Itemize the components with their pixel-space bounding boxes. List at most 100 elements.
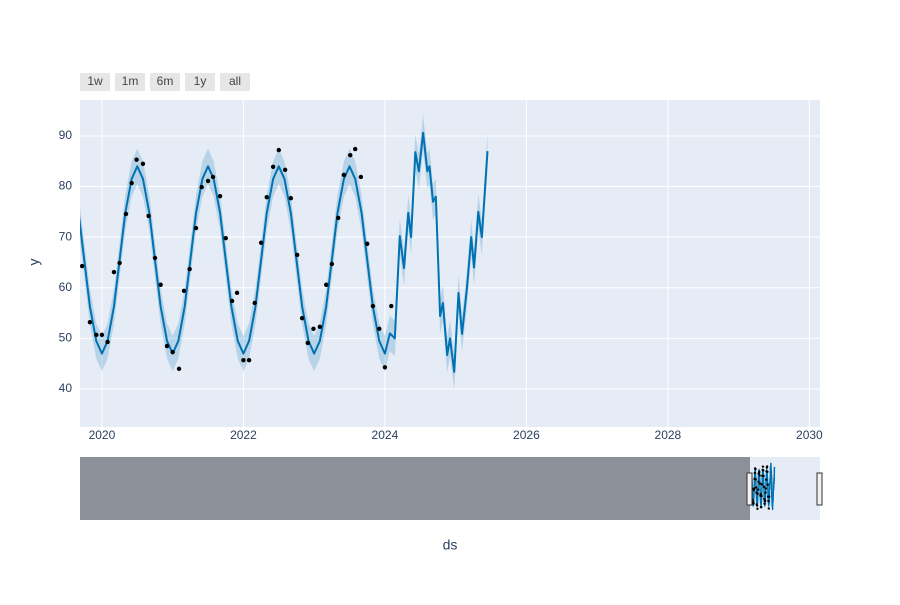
ticks: 40 50 60 70 80 90 2020 2022 2024 2026 2028 2030 xyxy=(59,128,823,442)
observed-point xyxy=(176,366,182,371)
observed-point xyxy=(146,213,151,219)
observed-point xyxy=(761,465,765,468)
data-layer xyxy=(80,115,489,390)
observed-point xyxy=(134,157,139,162)
observed-point xyxy=(762,469,765,472)
x-tick-label: 2026 xyxy=(513,428,540,442)
observed-point xyxy=(305,340,311,346)
range-button-label[interactable]: 1y xyxy=(194,74,207,88)
range-buttons: 1w 1m 6m 1y all xyxy=(80,73,250,91)
observed-point xyxy=(294,252,300,258)
observed-point xyxy=(353,146,358,152)
x-axis-title: ds xyxy=(443,537,458,553)
y-tick-label: 40 xyxy=(59,381,73,395)
range-button-bg[interactable] xyxy=(185,73,215,91)
observed-point xyxy=(762,485,766,489)
y-tick-label: 60 xyxy=(59,280,73,294)
observed-point xyxy=(765,478,768,481)
observed-point xyxy=(276,147,281,153)
observed-point xyxy=(299,315,305,321)
observed-point xyxy=(389,303,394,309)
range-button[interactable]: all xyxy=(220,73,250,91)
observed-point xyxy=(258,240,264,245)
range-button-bg[interactable] xyxy=(220,73,250,91)
observed-point xyxy=(382,365,388,370)
observed-point xyxy=(764,487,768,490)
observed-point xyxy=(210,174,216,180)
observed-point xyxy=(117,260,122,266)
observed-point xyxy=(377,326,382,331)
range-button-label[interactable]: all xyxy=(229,74,241,88)
plot-background xyxy=(80,100,820,427)
observed-point xyxy=(80,263,85,269)
x-tick-label: 2030 xyxy=(796,428,823,442)
observed-point xyxy=(758,470,761,474)
range-button[interactable]: 6m xyxy=(150,73,180,91)
observed-point xyxy=(758,482,762,485)
y-tick-label: 50 xyxy=(59,331,73,345)
observed-point xyxy=(766,483,769,486)
observed-point xyxy=(752,487,756,490)
observed-point xyxy=(111,269,117,275)
y-tick-label: 90 xyxy=(59,128,73,142)
range-slider-mask xyxy=(80,457,750,520)
observed-point xyxy=(99,332,105,338)
observed-point xyxy=(164,343,170,349)
observed-point xyxy=(193,225,199,231)
observed-point xyxy=(341,172,347,178)
observed-point xyxy=(105,339,110,345)
observed-point xyxy=(765,465,769,468)
observed-point xyxy=(762,474,765,478)
observed-point xyxy=(756,507,759,510)
observed-point xyxy=(288,196,294,201)
observed-point xyxy=(152,255,158,261)
observed-point xyxy=(755,504,759,507)
range-slider-handle[interactable] xyxy=(816,472,823,506)
observed-point xyxy=(181,288,187,294)
range-button[interactable]: 1w xyxy=(80,73,110,91)
x-tick-label: 2020 xyxy=(89,428,116,442)
observed-point xyxy=(365,241,370,246)
observed-point xyxy=(223,235,228,241)
observed-point xyxy=(170,349,175,355)
observed-point xyxy=(246,357,252,363)
observed-point xyxy=(767,499,770,503)
observed-point xyxy=(758,474,761,477)
observed-point xyxy=(264,194,269,200)
range-button[interactable]: 1y xyxy=(185,73,215,91)
observed-point xyxy=(311,326,316,331)
observed-point xyxy=(754,478,757,481)
observed-point xyxy=(317,324,323,329)
observed-point xyxy=(234,290,240,296)
observed-point xyxy=(752,502,755,505)
range-button-label[interactable]: 1w xyxy=(87,74,103,88)
observed-point xyxy=(336,215,341,221)
y-tick-label: 70 xyxy=(59,229,73,243)
range-button-label[interactable]: 6m xyxy=(157,74,174,88)
range-button-bg[interactable] xyxy=(80,73,110,91)
observed-point xyxy=(754,486,758,489)
observed-point xyxy=(763,502,766,506)
observed-point xyxy=(756,488,760,491)
observed-point xyxy=(753,471,757,475)
range-button-bg[interactable] xyxy=(150,73,180,91)
observed-point xyxy=(759,492,762,496)
observed-point xyxy=(217,193,223,199)
observed-point xyxy=(205,178,211,184)
observed-point xyxy=(187,266,192,272)
x-tick-label: 2024 xyxy=(372,428,399,442)
observed-point xyxy=(94,332,99,338)
range-button-bg[interactable] xyxy=(115,73,145,91)
observed-point xyxy=(140,161,146,166)
observed-point xyxy=(756,492,759,495)
observed-point xyxy=(760,505,763,509)
x-tick-label: 2028 xyxy=(655,428,682,442)
observed-point xyxy=(766,470,769,474)
observed-point xyxy=(767,507,770,510)
observed-point xyxy=(329,261,335,267)
range-slider-handle[interactable] xyxy=(746,472,753,506)
y-axis-title: y xyxy=(26,259,42,266)
range-button-label[interactable]: 1m xyxy=(122,74,139,88)
range-button[interactable]: 1m xyxy=(115,73,145,91)
